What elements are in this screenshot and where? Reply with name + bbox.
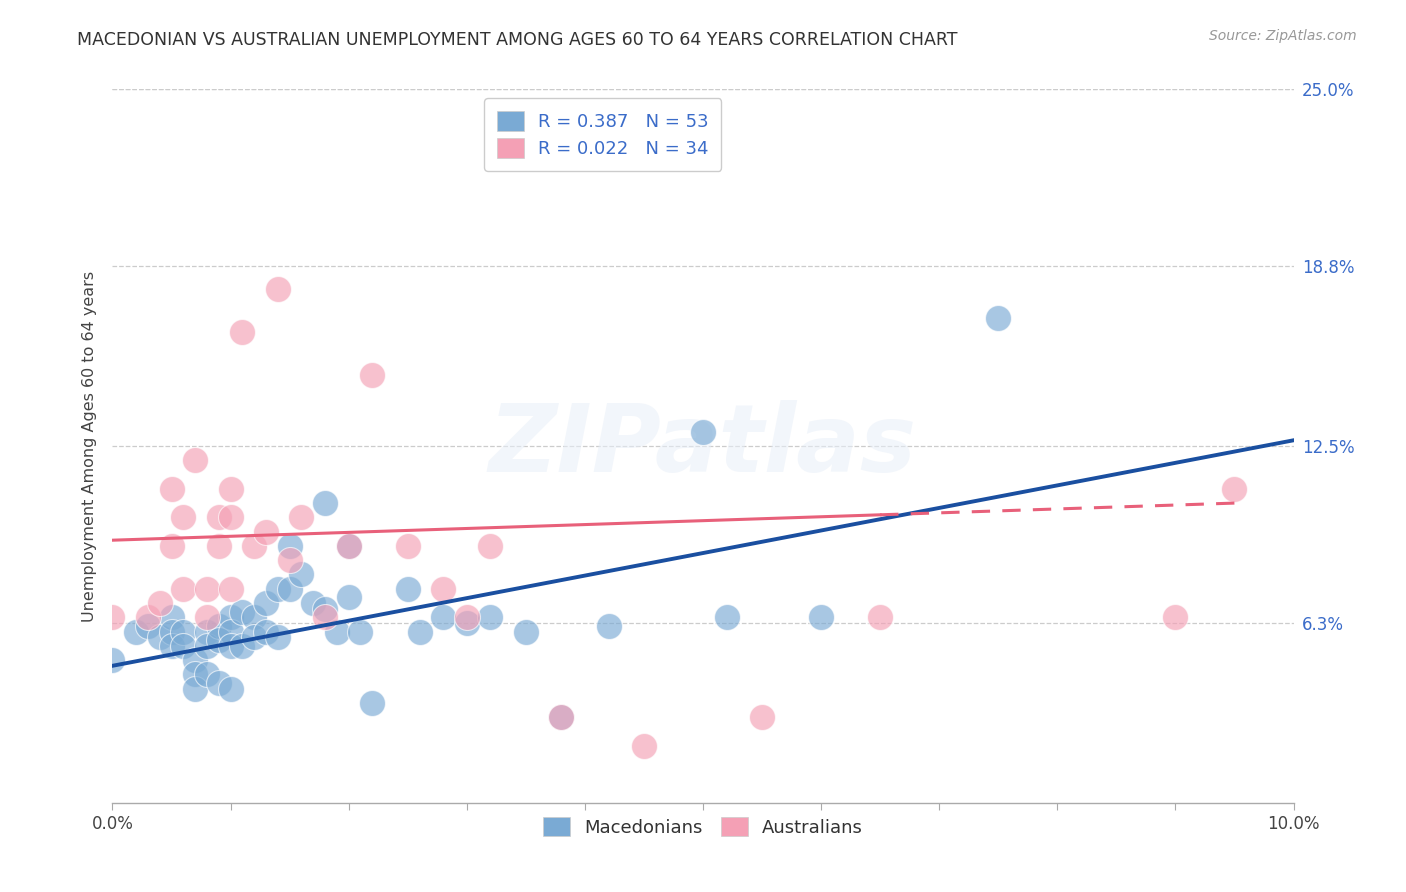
Point <box>1164 610 1187 624</box>
Legend: Macedonians, Australians: Macedonians, Australians <box>536 809 870 844</box>
Point <box>716 610 738 624</box>
Point <box>219 582 242 596</box>
Point <box>195 582 218 596</box>
Point <box>231 605 253 619</box>
Point <box>361 368 384 382</box>
Point <box>136 610 159 624</box>
Point <box>208 510 231 524</box>
Point <box>172 510 194 524</box>
Point <box>243 539 266 553</box>
Point <box>408 624 430 639</box>
Point <box>101 610 124 624</box>
Point <box>302 596 325 610</box>
Point <box>550 710 572 724</box>
Point <box>267 282 290 296</box>
Point <box>751 710 773 724</box>
Point <box>1223 482 1246 496</box>
Point <box>160 639 183 653</box>
Point <box>219 681 242 696</box>
Point <box>396 582 419 596</box>
Point <box>396 539 419 553</box>
Point <box>184 653 207 667</box>
Point <box>208 539 231 553</box>
Point <box>254 624 277 639</box>
Point <box>278 553 301 567</box>
Point <box>219 624 242 639</box>
Point <box>692 425 714 439</box>
Point <box>219 639 242 653</box>
Point <box>550 710 572 724</box>
Point <box>231 325 253 339</box>
Point <box>172 582 194 596</box>
Point <box>219 510 242 524</box>
Point <box>290 510 312 524</box>
Point <box>208 619 231 633</box>
Point <box>456 610 478 624</box>
Point <box>278 539 301 553</box>
Point <box>160 624 183 639</box>
Point <box>149 630 172 644</box>
Point <box>267 630 290 644</box>
Point <box>208 676 231 690</box>
Point <box>149 596 172 610</box>
Point <box>195 639 218 653</box>
Point <box>314 601 336 615</box>
Text: ZIPatlas: ZIPatlas <box>489 400 917 492</box>
Point <box>479 539 502 553</box>
Point <box>125 624 148 639</box>
Point <box>160 539 183 553</box>
Point <box>172 639 194 653</box>
Point <box>349 624 371 639</box>
Point <box>184 667 207 681</box>
Point <box>598 619 620 633</box>
Point <box>243 630 266 644</box>
Point <box>136 619 159 633</box>
Point <box>515 624 537 639</box>
Point <box>337 539 360 553</box>
Point <box>195 624 218 639</box>
Point <box>160 610 183 624</box>
Point <box>172 624 194 639</box>
Point <box>432 610 454 624</box>
Point <box>633 739 655 753</box>
Point <box>160 482 183 496</box>
Point <box>337 591 360 605</box>
Point <box>195 610 218 624</box>
Point <box>869 610 891 624</box>
Point <box>231 639 253 653</box>
Point <box>184 453 207 467</box>
Point <box>314 496 336 510</box>
Point <box>337 539 360 553</box>
Point <box>290 567 312 582</box>
Point <box>254 596 277 610</box>
Point <box>267 582 290 596</box>
Text: Source: ZipAtlas.com: Source: ZipAtlas.com <box>1209 29 1357 43</box>
Point <box>810 610 832 624</box>
Point <box>243 610 266 624</box>
Point <box>219 610 242 624</box>
Point <box>208 633 231 648</box>
Point <box>254 524 277 539</box>
Y-axis label: Unemployment Among Ages 60 to 64 years: Unemployment Among Ages 60 to 64 years <box>82 270 97 622</box>
Point <box>219 482 242 496</box>
Point <box>326 624 349 639</box>
Point <box>456 615 478 630</box>
Point <box>432 582 454 596</box>
Point <box>195 667 218 681</box>
Point <box>479 610 502 624</box>
Point <box>361 696 384 710</box>
Point <box>314 610 336 624</box>
Point <box>101 653 124 667</box>
Text: MACEDONIAN VS AUSTRALIAN UNEMPLOYMENT AMONG AGES 60 TO 64 YEARS CORRELATION CHAR: MACEDONIAN VS AUSTRALIAN UNEMPLOYMENT AM… <box>77 31 957 49</box>
Point <box>987 310 1010 325</box>
Point <box>278 582 301 596</box>
Point <box>184 681 207 696</box>
